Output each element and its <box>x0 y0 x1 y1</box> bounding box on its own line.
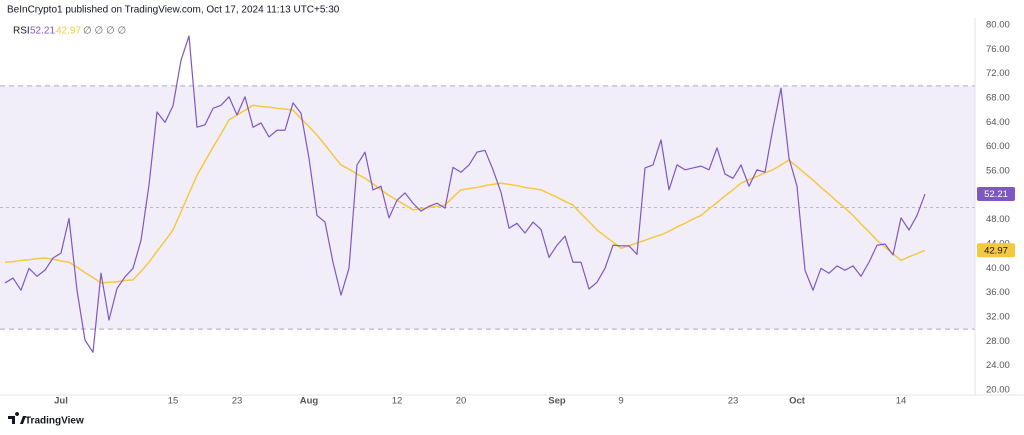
legend-value: 42.97 <box>56 26 81 37</box>
x-tick-label: Aug <box>300 396 319 407</box>
y-tick-label: 24.00 <box>986 360 1010 371</box>
last-value-label: 52.21 <box>984 189 1008 200</box>
x-tick-label: 12 <box>392 396 403 407</box>
x-tick-label: Jul <box>54 396 68 407</box>
y-tick-label: 68.00 <box>986 93 1010 104</box>
series-line <box>4 104 926 284</box>
y-tick-label: 40.00 <box>986 263 1010 274</box>
chart-title: BeInCrypto1 published on TradingView.com… <box>7 5 340 16</box>
y-tick-label: 32.00 <box>986 312 1010 323</box>
y-tick-label: 76.00 <box>986 44 1010 55</box>
y-tick-label: 64.00 <box>986 117 1010 128</box>
legend-symbols: ∅ ∅ ∅ ∅ <box>83 26 126 37</box>
y-tick-label: 60.00 <box>986 141 1010 152</box>
logo <box>8 412 26 424</box>
x-tick-label: 23 <box>728 396 739 407</box>
legend-value: 52.21 <box>30 26 55 37</box>
last-value-label: 42.97 <box>984 245 1008 256</box>
x-tick-label: 9 <box>618 396 623 407</box>
x-tick-label: Sep <box>548 396 566 407</box>
y-tick-label: 80.00 <box>986 20 1010 31</box>
x-tick-label: Oct <box>789 396 806 407</box>
indicator-name: RSI <box>13 26 30 37</box>
x-tick-label: 15 <box>168 396 179 407</box>
x-tick-label: 20 <box>456 396 467 407</box>
last-value-box <box>977 187 1015 202</box>
x-tick-label: 23 <box>232 396 243 407</box>
y-tick-label: 20.00 <box>986 385 1010 396</box>
y-tick-label: 36.00 <box>986 287 1010 298</box>
y-tick-label: 72.00 <box>986 68 1010 79</box>
series-line <box>4 35 926 353</box>
y-tick-label: 28.00 <box>986 336 1010 347</box>
last-value-box <box>977 243 1015 258</box>
y-tick-label: 48.00 <box>986 214 1010 225</box>
x-tick-label: 14 <box>896 396 907 407</box>
watermark: TradingView <box>25 416 84 427</box>
y-tick-label: 56.00 <box>986 166 1010 177</box>
